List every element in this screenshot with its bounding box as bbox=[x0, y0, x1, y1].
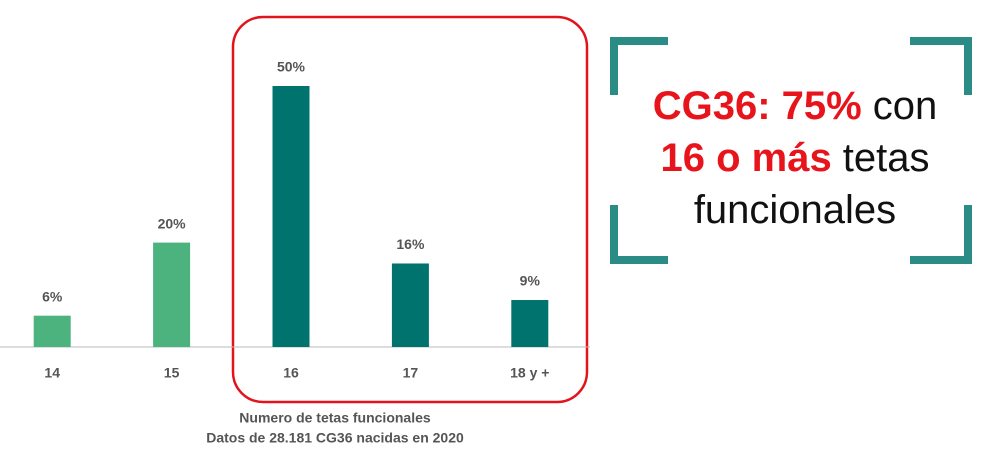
value-label: 50% bbox=[277, 59, 306, 75]
bar bbox=[153, 242, 191, 347]
callout-line: 16 o más tetas bbox=[661, 136, 930, 180]
x-axis-label: Numero de tetas funcionales bbox=[239, 410, 431, 426]
callout-text: tetas bbox=[843, 136, 930, 180]
bar bbox=[33, 315, 71, 347]
callout-text: funcionales bbox=[694, 188, 896, 232]
callout-line: funcionales bbox=[694, 188, 896, 232]
bar bbox=[391, 263, 429, 347]
callout-brackets bbox=[610, 37, 972, 264]
bracket bbox=[910, 205, 972, 264]
bracket bbox=[610, 205, 668, 264]
bracket bbox=[610, 37, 668, 95]
x-tick-label: 17 bbox=[403, 365, 419, 381]
value-label: 9% bbox=[520, 273, 541, 289]
callout-text: 16 o más bbox=[661, 136, 832, 180]
bracket bbox=[910, 37, 972, 95]
x-tick-label: 14 bbox=[44, 365, 60, 381]
value-label: 16% bbox=[396, 236, 425, 252]
callout-line: CG36: 75% con bbox=[653, 84, 937, 128]
highlight-box bbox=[231, 15, 589, 404]
value-label: 20% bbox=[158, 215, 187, 231]
bar bbox=[511, 300, 549, 347]
x-axis-label: Datos de 28.181 CG36 nacidas en 2020 bbox=[206, 430, 464, 446]
callout-text: CG36: 75% bbox=[653, 84, 862, 128]
x-tick-label: 15 bbox=[164, 365, 180, 381]
value-label: 6% bbox=[42, 288, 63, 304]
x-tick-label: 16 bbox=[283, 365, 299, 381]
callout-text: con bbox=[873, 84, 938, 128]
bar bbox=[272, 86, 310, 347]
x-tick-label: 18 y + bbox=[510, 365, 549, 381]
